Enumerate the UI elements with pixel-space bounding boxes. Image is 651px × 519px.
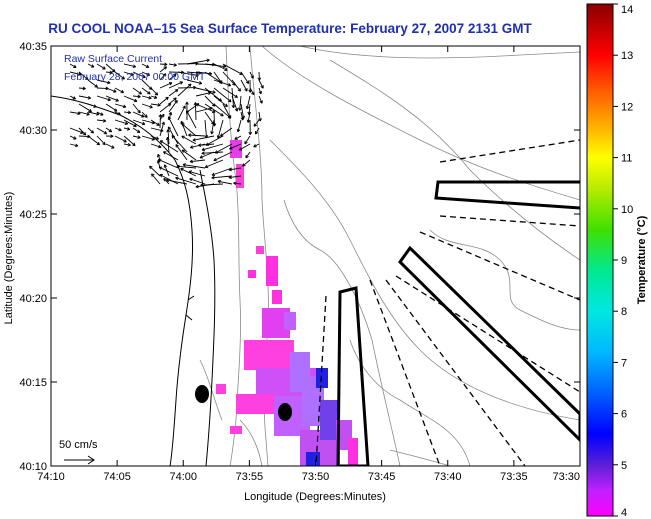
x-tick-label: 74:10 <box>37 471 65 483</box>
lane-boundaries <box>315 139 580 466</box>
shipping-lanes <box>336 180 580 466</box>
current-label: Raw Surface Current <box>64 53 162 65</box>
bathymetry-contours <box>199 46 580 466</box>
station-marker <box>195 385 209 403</box>
colorbar-tick-label: 12 <box>621 101 633 113</box>
colorbar-tick-label: 5 <box>621 460 627 472</box>
map-body <box>51 46 580 466</box>
coastline <box>51 95 216 466</box>
scale-label: 50 cm/s <box>59 439 98 451</box>
y-tick-label: 40:35 <box>19 41 47 53</box>
map-title: RU COOL NOAA–15 Sea Surface Temperature:… <box>48 21 532 36</box>
y-axis-label: Latitude (Degrees:Minutes) <box>3 192 15 325</box>
y-tick-label: 40:30 <box>19 125 47 137</box>
x-tick-label: 73:30 <box>552 471 580 483</box>
colorbar-tick-label: 9 <box>621 255 627 267</box>
current-vectors <box>69 58 264 189</box>
x-axis-ticks: 74:10 74:05 74:00 73:55 73:50 73:45 73:40 73:35… <box>37 46 581 483</box>
sst-pixels <box>216 140 358 466</box>
colorbar-tick-label: 10 <box>621 204 633 216</box>
y-tick-label: 40:20 <box>19 293 47 305</box>
scale-arrow <box>64 455 95 465</box>
x-tick-label: 73:40 <box>434 471 462 483</box>
colorbar-tick-label: 6 <box>621 409 627 421</box>
colorbar-tick-label: 7 <box>621 357 627 369</box>
x-tick-label: 73:55 <box>236 471 264 483</box>
x-tick-label: 73:45 <box>368 471 396 483</box>
colorbar-tick-label: 14 <box>621 4 633 16</box>
station-marker <box>278 403 292 421</box>
x-tick-label: 74:05 <box>103 471 131 483</box>
colorbar-tick-label: 4 <box>621 507 627 519</box>
x-axis-label: Longitude (Degrees:Minutes) <box>244 491 386 503</box>
colorbar <box>586 3 614 517</box>
y-tick-label: 40:10 <box>19 461 47 473</box>
x-tick-label: 74:00 <box>169 471 197 483</box>
colorbar-tick-label: 13 <box>621 50 633 62</box>
x-tick-label: 73:50 <box>302 471 330 483</box>
y-tick-label: 40:25 <box>19 209 47 221</box>
colorbar-ticks: 14 13 12 11 10 9 8 7 6 5 4 <box>613 3 633 519</box>
x-tick-label: 73:35 <box>500 471 528 483</box>
y-tick-label: 40:15 <box>19 377 47 389</box>
colorbar-tick-label: 11 <box>621 153 632 165</box>
colorbar-label: Temperature (°C) <box>636 215 648 304</box>
y-axis-ticks: 40:35 40:30 40:25 40:20 40:15 40:10 <box>19 41 580 473</box>
colorbar-tick-label: 8 <box>621 306 627 318</box>
current-date: February 28, 2007 00:00 GMT <box>64 71 206 83</box>
